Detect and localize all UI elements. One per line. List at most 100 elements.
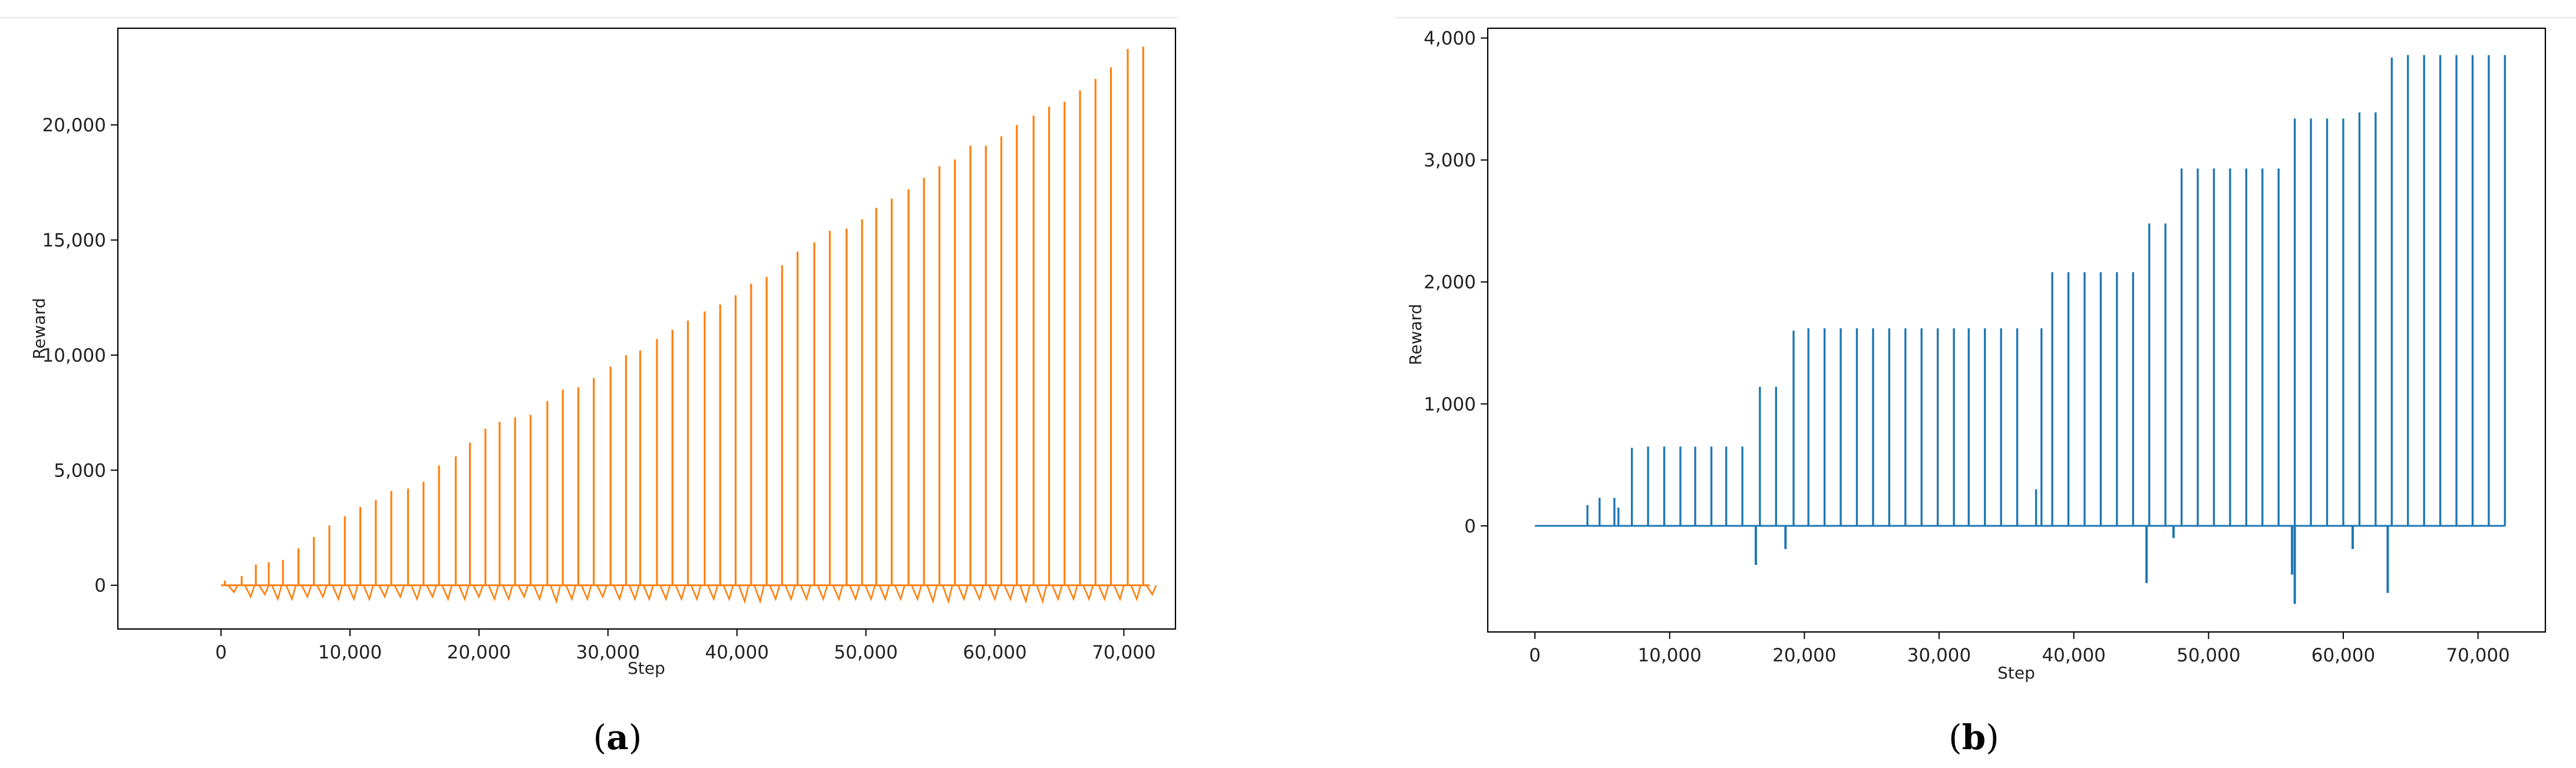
reward-dip (472, 585, 484, 599)
reward-dip (942, 585, 953, 604)
reward-dip (973, 585, 985, 602)
y-tick-label-a: 5,000 (54, 460, 106, 481)
y-axis-ticks-b: 0 1,000 2,000 3,000 4,000 (1424, 28, 1488, 537)
reward-dip (817, 585, 828, 602)
x-axis-ticks-a: 0 10,000 20,000 30,000 40,000 50,000 60,000 70,… (215, 629, 1156, 663)
y-tick-label-a: 20,000 (42, 115, 106, 136)
x-tick-label-b: 10,000 (1637, 645, 1701, 666)
panel-label-a: (a) (593, 717, 642, 757)
reward-dip (690, 585, 702, 602)
reward-dip (347, 585, 359, 602)
y-tick-label-a: 10,000 (42, 345, 106, 366)
reward-dip (1145, 585, 1157, 597)
y-tick-label-b: 4,000 (1424, 28, 1476, 49)
reward-dip (864, 585, 876, 602)
y-tick-label-b: 0 (1464, 516, 1476, 537)
reward-dip (1051, 585, 1063, 602)
reward-dip (1098, 585, 1109, 602)
y-tick-label-a: 15,000 (42, 230, 106, 251)
x-tick-label-b: 50,000 (2177, 645, 2240, 666)
x-tick-label-a: 30,000 (576, 642, 640, 663)
reward-dip (488, 585, 500, 602)
reward-dip (410, 585, 422, 602)
reward-dip (426, 585, 437, 599)
reward-dip (596, 585, 607, 599)
reward-dip (675, 585, 686, 602)
reward-dip (378, 585, 389, 599)
reward-dip (722, 585, 734, 602)
x-tick-label-b: 40,000 (2042, 645, 2105, 666)
x-tick-label-a: 10,000 (318, 642, 382, 663)
x-axis-label-a: Step (628, 658, 665, 678)
reward-dip (628, 585, 640, 602)
x-tick-label-a: 40,000 (705, 642, 768, 663)
x-tick-label-a: 70,000 (1092, 642, 1155, 663)
y-tick-label-b: 3,000 (1424, 150, 1476, 171)
y-tick-label-b: 2,000 (1424, 272, 1476, 293)
reward-dip (1067, 585, 1078, 602)
reward-dip (227, 584, 239, 594)
chart-panel-b: 0 10,000 20,000 30,000 40,000 50,000 60,000 70,… (1406, 27, 2547, 757)
y-tick-label-a: 0 (94, 575, 106, 597)
reward-dip (1082, 585, 1094, 602)
reward-dip (458, 585, 470, 602)
x-axis-label-b: Step (1997, 663, 2035, 683)
reward-dip (1019, 585, 1031, 604)
x-tick-label-b: 20,000 (1772, 645, 1836, 666)
reward-dip (244, 585, 256, 599)
reward-dip (988, 585, 1000, 602)
reward-dip (517, 585, 529, 599)
x-tick-label-b: 70,000 (2446, 645, 2509, 666)
reward-dip (1036, 585, 1048, 604)
reward-dip (769, 585, 781, 602)
reward-dip (316, 585, 328, 599)
x-axis-ticks-b: 0 10,000 20,000 30,000 40,000 50,000 60,000 70,… (1529, 632, 2510, 666)
reward-dip (659, 585, 671, 602)
x-tick-label-b: 30,000 (1907, 645, 1971, 666)
reward-dip (1003, 585, 1015, 602)
reward-dip (613, 585, 625, 602)
reward-dip (754, 585, 765, 604)
reward-dip (271, 585, 283, 602)
reward-dip (784, 585, 796, 602)
series-b (1535, 55, 2506, 604)
reward-dip (879, 585, 890, 602)
plot-area-b (1487, 27, 2547, 633)
y-axis-ticks-a: 0 5,000 10,000 15,000 20,000 (42, 115, 118, 597)
reward-dip (502, 585, 514, 602)
reward-dip (642, 585, 654, 602)
reward-dip (550, 585, 562, 604)
y-axis-label-b: Reward (1406, 304, 1425, 365)
reward-dip (441, 585, 453, 602)
reward-dip (926, 585, 938, 604)
reward-dip (580, 585, 592, 602)
chart-panel-a: 0 10,000 20,000 30,000 40,000 50,000 60,000 70,… (29, 27, 1177, 757)
y-tick-label-b: 1,000 (1424, 394, 1476, 415)
plot-area-a (117, 27, 1177, 630)
reward-dip (565, 585, 577, 602)
reward-dip (707, 585, 719, 602)
x-tick-label-b: 60,000 (2311, 645, 2375, 666)
reward-dip (332, 585, 344, 602)
reward-dip (911, 585, 923, 602)
x-tick-label-b: 0 (1529, 645, 1541, 666)
reward-dip (1113, 585, 1125, 602)
reward-dip (832, 585, 844, 602)
reward-dip (533, 585, 544, 602)
reward-dip (300, 585, 312, 599)
reward-dip (1130, 585, 1142, 602)
reward-dip (894, 585, 906, 602)
x-tick-label-a: 20,000 (447, 642, 511, 663)
x-tick-label-a: 0 (215, 642, 227, 663)
x-tick-label-a: 50,000 (834, 642, 897, 663)
y-axis-label-a: Reward (29, 298, 49, 359)
x-tick-label-a: 60,000 (963, 642, 1026, 663)
reward-dip (800, 585, 811, 602)
reward-dip (957, 585, 969, 602)
panel-label-b: (b) (1948, 717, 1999, 757)
reward-dip (738, 585, 749, 604)
reward-dip (285, 585, 297, 602)
reward-dip (394, 585, 405, 599)
reward-dip (849, 585, 860, 602)
